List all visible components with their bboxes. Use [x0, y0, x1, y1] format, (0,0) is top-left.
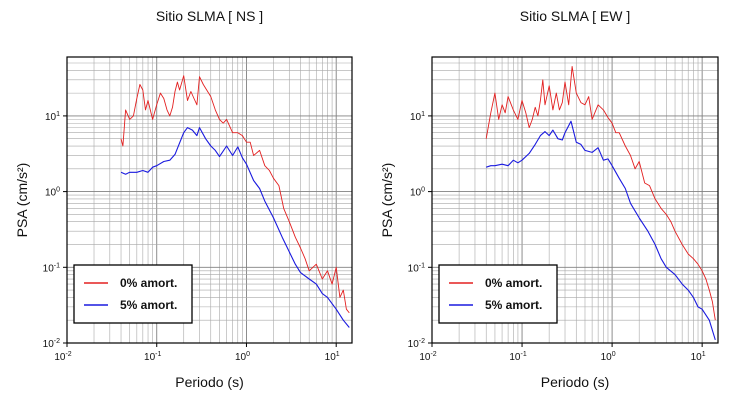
y-tick-label: 10-2	[408, 338, 425, 350]
y-tick-label: 10-1	[43, 262, 60, 274]
y-tick-labels: 10-2 10-1 100 101	[43, 111, 67, 350]
legend-label: 0% amort.	[120, 276, 177, 290]
series-line-damping-5	[486, 120, 716, 341]
x-tick-label: 10-2	[419, 351, 436, 363]
legend-box	[73, 264, 193, 324]
series-line-damping-0	[485, 66, 716, 321]
chart-title: Sitio SLMA [ NS ]	[156, 8, 263, 24]
legend: 0% amort. 5% amort.	[73, 264, 193, 324]
legend-label: 5% amort.	[120, 298, 177, 312]
x-tick-labels: 10-2 10-1 100 101	[419, 343, 706, 363]
legend: 0% amort. 5% amort.	[438, 264, 558, 324]
plot-frame	[66, 56, 353, 344]
plot-frame	[431, 56, 719, 344]
y-tick-label: 101	[45, 111, 60, 123]
y-tick-labels: 10-2 10-1 100 101	[408, 111, 432, 350]
x-tick-label: 101	[691, 351, 706, 363]
legend-label: 0% amort.	[485, 276, 542, 290]
x-tick-label: 10-1	[144, 351, 161, 363]
chart-title: Sitio SLMA [ EW ]	[520, 8, 630, 24]
y-tick-label: 101	[410, 111, 425, 123]
y-axis-label: PSA (cm/s²)	[14, 163, 30, 238]
x-tick-label: 10-1	[509, 351, 526, 363]
x-tick-label: 10-2	[54, 351, 71, 363]
chart-panel-ns: 10-2 10-1 100 101 10-2 10-1 100 101 Sitio SLMA […	[14, 8, 353, 390]
x-tick-label: 100	[601, 351, 616, 363]
x-tick-labels: 10-2 10-1 100 101	[54, 343, 340, 363]
y-tick-label: 100	[45, 187, 60, 199]
x-tick-label: 100	[235, 351, 250, 363]
y-tick-label: 10-1	[408, 262, 425, 274]
x-axis-label: Periodo (s)	[541, 374, 609, 390]
x-tick-label: 101	[325, 351, 340, 363]
y-tick-label: 10-2	[43, 338, 60, 350]
legend-box	[438, 264, 558, 324]
y-axis-label: PSA (cm/s²)	[379, 163, 395, 238]
series-line-damping-5	[120, 127, 350, 328]
x-axis-label: Periodo (s)	[175, 374, 243, 390]
chart-panel-ew: 10-2 10-1 100 101 10-2 10-1 100 101 Sitio SLMA […	[379, 8, 719, 390]
series-line-damping-0	[120, 75, 350, 314]
y-tick-label: 100	[410, 187, 425, 199]
legend-label: 5% amort.	[485, 298, 542, 312]
